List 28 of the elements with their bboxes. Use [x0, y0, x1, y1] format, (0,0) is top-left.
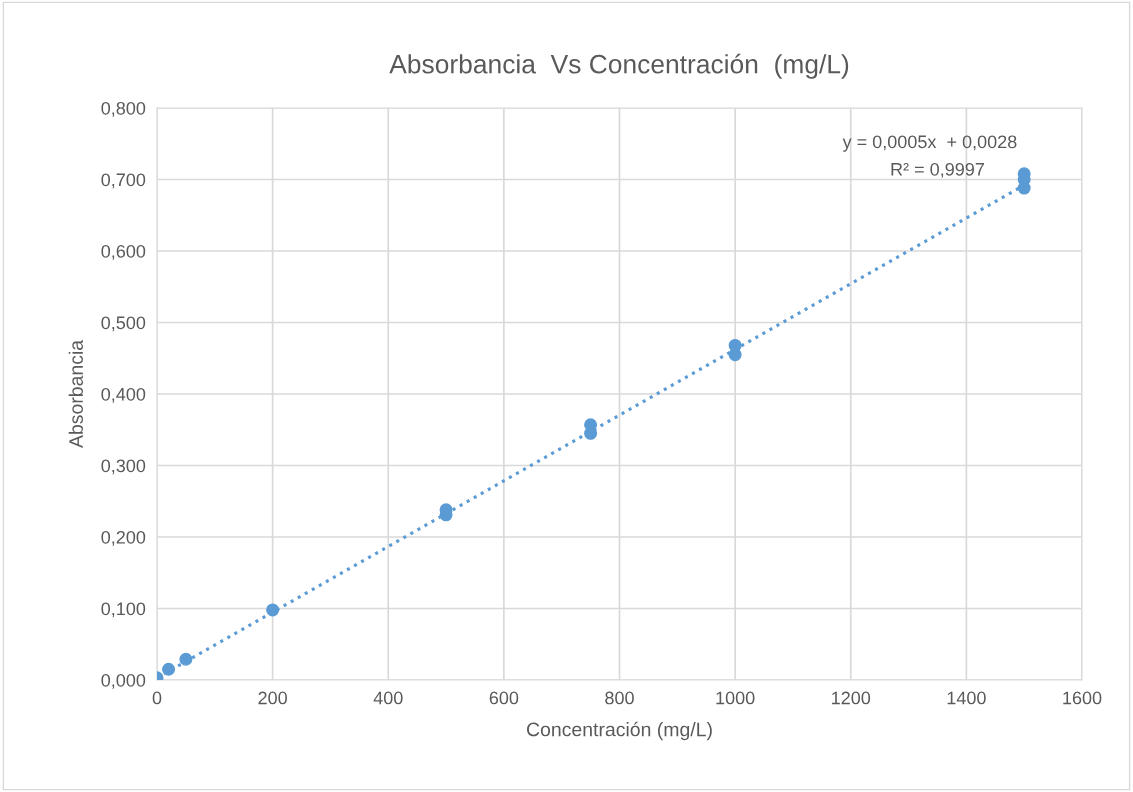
point	[162, 662, 176, 676]
point	[266, 603, 280, 617]
point	[1017, 181, 1031, 195]
y-tick-label: 0,300	[101, 459, 146, 475]
point	[728, 348, 742, 362]
y-tick-label: 0,200	[101, 530, 146, 546]
annotation: y = 0,0005x + 0,0028	[842, 135, 1017, 152]
x-tick-label: 600	[489, 691, 519, 705]
x-tick-label: 1600	[1063, 691, 1102, 705]
y-tick-label: 0,100	[101, 602, 146, 618]
x-tick-label: 1000	[716, 691, 755, 705]
y-axis-title: Absorbancia	[68, 339, 83, 448]
y-tick-label: 0,000	[101, 673, 146, 689]
x-tick-label: 400	[373, 691, 403, 705]
y-tick-label: 0,500	[101, 316, 146, 332]
y-tick-label: 0,800	[101, 101, 146, 117]
annotation: R² = 0,9997	[891, 162, 984, 178]
x-tick-label: 1400	[947, 691, 986, 705]
x-tick-label: 0	[152, 691, 162, 705]
point	[179, 652, 193, 666]
y-tick-label: 0,700	[101, 173, 146, 189]
x-tick-label: 1200	[832, 691, 871, 705]
x-tick-label: 800	[605, 691, 634, 705]
x-tick-label: 200	[258, 691, 287, 705]
y-tick-label: 0,400	[101, 387, 146, 403]
chart-title: Absorbancia Vs Concentración (mg/L)	[389, 53, 849, 79]
x-axis-title: Concentración (mg/L)	[527, 721, 712, 741]
y-tick-label: 0,600	[101, 244, 146, 260]
